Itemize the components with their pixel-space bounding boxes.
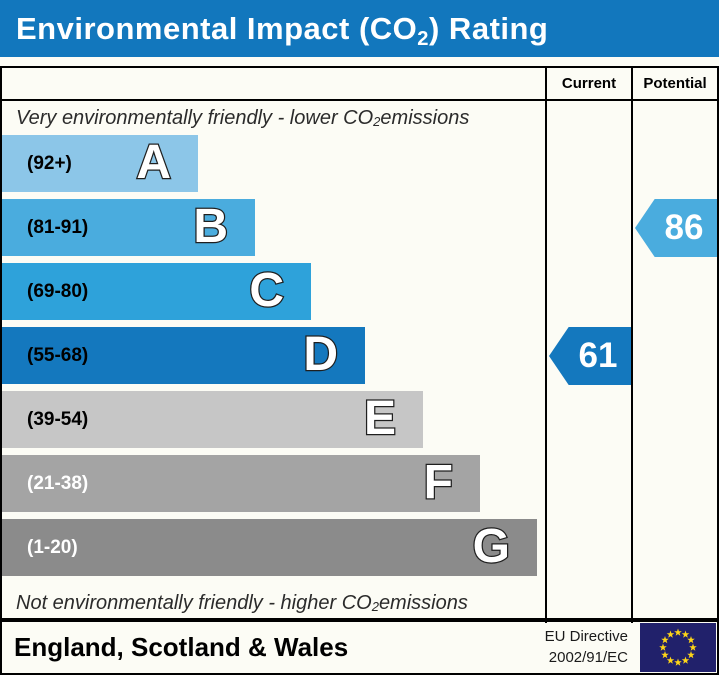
chart-title: Environmental Impact (CO2) Rating: [16, 11, 549, 49]
eu-directive-label: EU Directive 2002/91/EC: [545, 627, 628, 668]
band-e-letter: E: [363, 391, 398, 445]
band-b-letter: B: [192, 199, 229, 253]
band-row-f: (21-38) F: [2, 455, 545, 512]
caption-top: Very environmentally friendly - lower CO…: [16, 106, 470, 129]
band-bar-f: (21-38) F: [2, 455, 480, 512]
chart-title-subscript: 2: [417, 27, 429, 50]
band-row-a: (92+) A: [2, 135, 545, 192]
band-a-range-label: (92+): [27, 152, 72, 174]
band-a-letter: A: [135, 135, 172, 189]
band-f-letter: F: [422, 455, 454, 509]
current-rating-pointer: 61: [549, 327, 631, 385]
potential-column-header: Potential: [631, 68, 717, 99]
band-row-e: (39-54) E: [2, 391, 545, 448]
band-row-b: (81-91) B: [2, 199, 545, 256]
band-row-g: (1-20) G: [2, 519, 545, 576]
footer: England, Scotland & Wales EU Directive 2…: [0, 620, 719, 675]
band-bar-e: (39-54) E: [2, 391, 423, 448]
potential-rating-value: 86: [664, 208, 704, 247]
eu-flag-icon: [640, 623, 716, 672]
band-e-range-label: (39-54): [27, 408, 89, 430]
band-b-range-label: (81-91): [27, 216, 89, 238]
band-bar-c: (69-80) C: [2, 263, 311, 320]
current-column-header: Current: [545, 68, 631, 99]
rating-table: Current Potential Very environmentally f…: [0, 66, 719, 623]
band-d-letter: D: [302, 327, 339, 381]
band-bar-a: (92+) A: [2, 135, 198, 192]
band-g-letter: G: [471, 519, 511, 573]
rating-table-header: Current Potential: [2, 68, 717, 101]
band-c-letter: C: [248, 263, 285, 317]
rating-table-body: Very environmentally friendly - lower CO…: [2, 101, 717, 623]
band-row-c: (69-80) C: [2, 263, 545, 320]
chart-title-text: Environmental Impact (CO: [16, 11, 418, 46]
band-bar-b: (81-91) B: [2, 199, 255, 256]
chart-title-text-end: ) Rating: [429, 11, 549, 46]
chart-title-bar: Environmental Impact (CO2) Rating: [0, 0, 719, 57]
eu-directive-line1: EU Directive: [544, 628, 628, 646]
current-rating-value: 61: [578, 336, 618, 375]
potential-column: 86: [631, 101, 717, 623]
band-bar-g: (1-20) G: [2, 519, 537, 576]
region-label: England, Scotland & Wales: [14, 632, 349, 662]
potential-rating-pointer: 86: [635, 199, 717, 257]
current-column: 61: [545, 101, 631, 623]
band-f-range-label: (21-38): [27, 472, 89, 494]
band-g-range-label: (1-20): [27, 536, 78, 558]
bands-column-header-spacer: [2, 68, 545, 99]
band-d-range-label: (55-68): [27, 344, 89, 366]
rating-bands-column: Very environmentally friendly - lower CO…: [2, 101, 545, 623]
band-bar-d: (55-68) D: [2, 327, 365, 384]
band-c-range-label: (69-80): [27, 280, 89, 302]
eu-directive-line2: 2002/91/EC: [548, 648, 628, 666]
band-row-d: (55-68) D: [2, 327, 545, 384]
caption-bottom: Not environmentally friendly - higher CO…: [16, 591, 468, 614]
